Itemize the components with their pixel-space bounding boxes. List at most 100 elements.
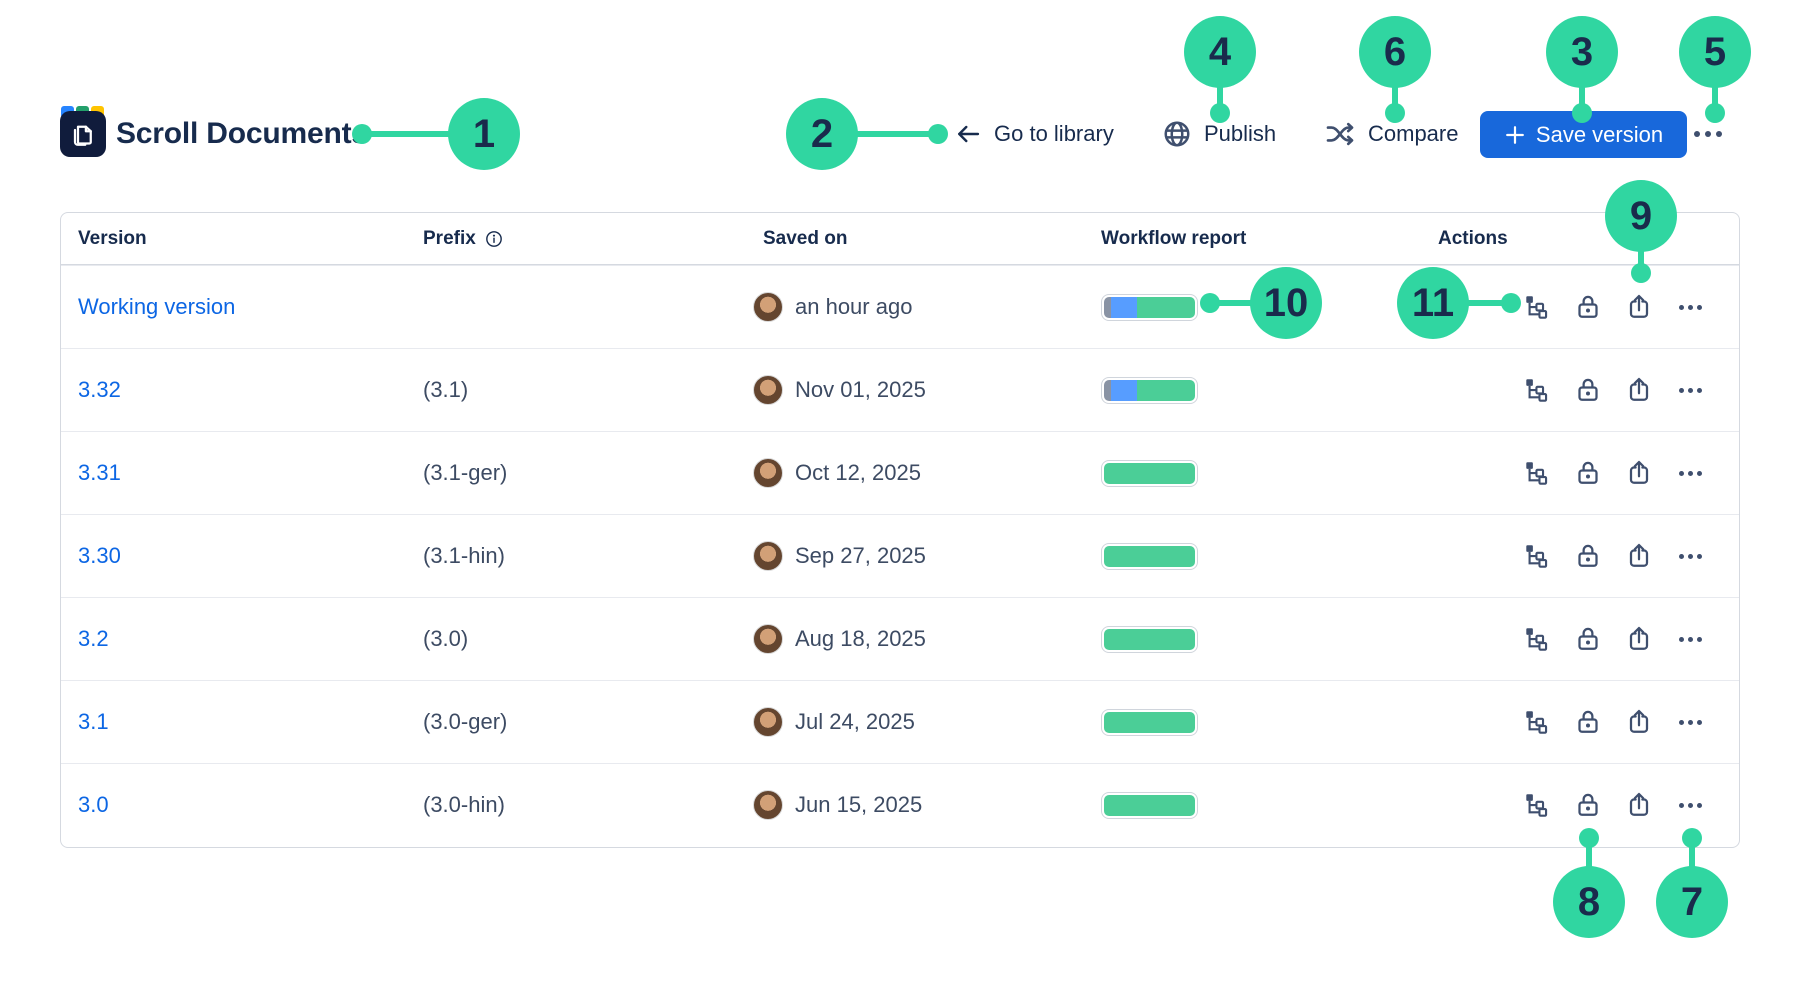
table-row: 3.32 (3.1) Nov 01, 2025 <box>61 348 1739 431</box>
callout-5-line <box>1712 84 1718 114</box>
define-versions-button[interactable] <box>1522 707 1552 737</box>
export-icon <box>1624 624 1654 654</box>
workflow-report-bar[interactable] <box>1101 791 1198 819</box>
workflow-report-bar[interactable] <box>1101 625 1198 653</box>
table-header: Version Prefix Saved on Workflow report … <box>61 213 1739 265</box>
version-link[interactable]: 3.31 <box>78 460 121 485</box>
row-more-actions-button[interactable] <box>1675 790 1705 820</box>
ellipsis-icon <box>1678 802 1702 808</box>
callout-9: 9 <box>1605 180 1677 252</box>
callout-11-line <box>1455 300 1511 306</box>
compare-button[interactable]: Compare <box>1324 111 1458 157</box>
publish-button[interactable]: Publish <box>1162 111 1276 157</box>
version-link[interactable]: Working version <box>78 294 236 319</box>
lock-icon <box>1573 458 1603 488</box>
shuffle-icon <box>1324 118 1356 150</box>
version-link[interactable]: 3.0 <box>78 792 109 817</box>
lock-version-button[interactable] <box>1573 292 1603 322</box>
version-link[interactable]: 3.30 <box>78 543 121 568</box>
avatar <box>753 541 783 571</box>
table-row: 3.1 (3.0-ger) Jul 24, 2025 <box>61 680 1739 763</box>
define-versions-button[interactable] <box>1522 375 1552 405</box>
workflow-report-bar[interactable] <box>1101 293 1198 321</box>
lock-version-button[interactable] <box>1573 624 1603 654</box>
define-versions-button[interactable] <box>1522 624 1552 654</box>
row-more-actions-button[interactable] <box>1675 458 1705 488</box>
actions-cell <box>1522 432 1705 514</box>
define-versions-button[interactable] <box>1522 790 1552 820</box>
callout-3-dot <box>1572 103 1592 123</box>
callout-4: 4 <box>1184 16 1256 88</box>
callout-3: 3 <box>1546 16 1618 88</box>
globe-icon <box>1162 119 1192 149</box>
workflow-report-bar[interactable] <box>1101 542 1198 570</box>
workflow-segment <box>1104 794 1195 816</box>
info-icon[interactable] <box>484 229 504 249</box>
export-version-button[interactable] <box>1624 624 1654 654</box>
row-more-actions-button[interactable] <box>1675 624 1705 654</box>
callout-3-line <box>1579 84 1585 114</box>
tree-icon <box>1523 293 1552 322</box>
saved-on-value: Jul 24, 2025 <box>795 709 915 734</box>
export-icon <box>1624 707 1654 737</box>
prefix-value: (3.0) <box>423 626 469 651</box>
lock-version-button[interactable] <box>1573 707 1603 737</box>
export-version-button[interactable] <box>1624 458 1654 488</box>
workflow-report-bar[interactable] <box>1101 708 1198 736</box>
version-link[interactable]: 3.2 <box>78 626 109 651</box>
lock-version-button[interactable] <box>1573 790 1603 820</box>
lock-icon <box>1573 292 1603 322</box>
export-version-button[interactable] <box>1624 292 1654 322</box>
saved-on-value: an hour ago <box>795 294 913 319</box>
more-menu-button[interactable] <box>1694 111 1722 157</box>
define-versions-button[interactable] <box>1522 292 1552 322</box>
ellipsis-icon <box>1678 387 1702 393</box>
export-icon <box>1624 375 1654 405</box>
workflow-report-bar[interactable] <box>1101 459 1198 487</box>
workflow-cell <box>1101 515 1198 597</box>
ellipsis-icon <box>1694 131 1722 137</box>
ellipsis-icon <box>1678 553 1702 559</box>
callout-2: 2 <box>786 98 858 170</box>
export-icon <box>1624 458 1654 488</box>
export-version-button[interactable] <box>1624 707 1654 737</box>
saved-on-value: Oct 12, 2025 <box>795 460 921 485</box>
saved-on-value: Nov 01, 2025 <box>795 377 926 402</box>
prefix-value: (3.0-hin) <box>423 792 505 817</box>
version-link[interactable]: 3.1 <box>78 709 109 734</box>
lock-version-button[interactable] <box>1573 375 1603 405</box>
table-row: Working version an hour ago <box>61 265 1739 348</box>
go-to-library-link[interactable]: Go to library <box>954 111 1114 157</box>
export-version-button[interactable] <box>1624 541 1654 571</box>
export-version-button[interactable] <box>1624 375 1654 405</box>
lock-icon <box>1573 790 1603 820</box>
lock-icon <box>1573 375 1603 405</box>
row-more-actions-button[interactable] <box>1675 707 1705 737</box>
row-more-actions-button[interactable] <box>1675 292 1705 322</box>
workflow-segment <box>1104 296 1112 318</box>
lock-version-button[interactable] <box>1573 541 1603 571</box>
callout-1-dot <box>352 124 372 144</box>
define-versions-button[interactable] <box>1522 541 1552 571</box>
version-link[interactable]: 3.32 <box>78 377 121 402</box>
callout-11-dot <box>1501 293 1521 313</box>
row-more-actions-button[interactable] <box>1675 541 1705 571</box>
prefix-value: (3.1) <box>423 377 469 402</box>
save-version-button[interactable]: Save version <box>1480 111 1687 158</box>
callout-7: 7 <box>1656 866 1728 938</box>
workflow-cell <box>1101 432 1198 514</box>
tree-icon <box>1523 708 1552 737</box>
callout-2-line <box>822 131 944 137</box>
row-more-actions-button[interactable] <box>1675 375 1705 405</box>
define-versions-button[interactable] <box>1522 458 1552 488</box>
callout-2-dot <box>928 124 948 144</box>
ellipsis-icon <box>1678 470 1702 476</box>
export-version-button[interactable] <box>1624 790 1654 820</box>
lock-version-button[interactable] <box>1573 458 1603 488</box>
prefix-value: (3.0-ger) <box>423 709 508 734</box>
scroll-documents-logo <box>60 106 106 157</box>
actions-cell <box>1522 515 1705 597</box>
workflow-report-bar[interactable] <box>1101 376 1198 404</box>
lock-icon <box>1573 707 1603 737</box>
